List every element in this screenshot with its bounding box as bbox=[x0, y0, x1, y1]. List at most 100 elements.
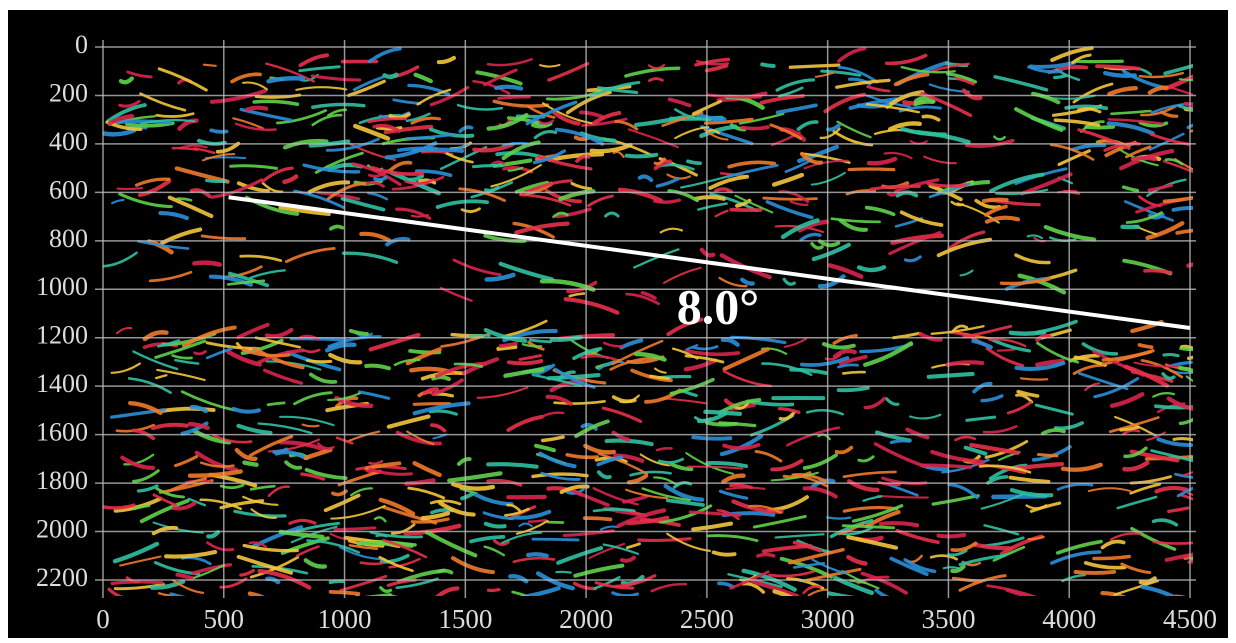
streak bbox=[947, 483, 979, 500]
streak bbox=[570, 181, 593, 191]
streak bbox=[174, 455, 199, 468]
streak bbox=[295, 521, 341, 533]
streak bbox=[423, 387, 440, 396]
streak bbox=[547, 152, 605, 162]
streak bbox=[754, 450, 783, 463]
streak bbox=[819, 127, 841, 140]
streak bbox=[950, 541, 978, 552]
streak bbox=[154, 374, 168, 380]
streak bbox=[1140, 104, 1178, 117]
streak bbox=[492, 99, 550, 108]
streak bbox=[1009, 488, 1054, 498]
streak bbox=[1183, 101, 1193, 107]
streak bbox=[316, 442, 335, 450]
streak bbox=[841, 524, 896, 530]
y-tick-label: 1600 bbox=[36, 418, 88, 447]
streak bbox=[1106, 121, 1155, 136]
streak bbox=[817, 239, 841, 248]
streak bbox=[716, 508, 740, 521]
streak bbox=[115, 119, 172, 125]
streak bbox=[254, 336, 302, 349]
streak bbox=[1108, 416, 1160, 434]
streak bbox=[1092, 554, 1131, 561]
streak bbox=[528, 338, 552, 344]
streak bbox=[388, 160, 413, 172]
streak bbox=[149, 579, 186, 590]
streak bbox=[889, 556, 929, 577]
streak bbox=[453, 362, 484, 368]
streak bbox=[589, 143, 633, 154]
streak bbox=[1072, 82, 1114, 104]
streak bbox=[346, 430, 381, 443]
streak bbox=[511, 590, 530, 596]
streak bbox=[206, 530, 221, 539]
streak bbox=[445, 152, 474, 164]
streak bbox=[384, 141, 438, 160]
streak bbox=[541, 102, 594, 125]
streak bbox=[592, 110, 622, 125]
streak bbox=[1172, 437, 1193, 442]
streak bbox=[301, 423, 320, 428]
streak bbox=[971, 461, 1027, 475]
streak bbox=[1060, 462, 1103, 472]
streak bbox=[864, 510, 901, 529]
streak bbox=[820, 69, 862, 77]
streak bbox=[126, 70, 153, 79]
streak bbox=[476, 386, 529, 399]
streak bbox=[310, 74, 362, 82]
streak bbox=[619, 555, 636, 563]
streak bbox=[599, 525, 619, 531]
streak bbox=[1100, 539, 1126, 550]
streak bbox=[199, 498, 242, 511]
streak bbox=[838, 354, 868, 366]
streak bbox=[1145, 221, 1185, 241]
streak bbox=[532, 373, 583, 387]
streak bbox=[267, 485, 290, 497]
streak bbox=[431, 375, 451, 382]
streak bbox=[936, 532, 967, 539]
streak bbox=[155, 487, 185, 499]
streak bbox=[650, 582, 688, 593]
streak bbox=[1035, 358, 1065, 367]
streak bbox=[435, 586, 460, 596]
streak bbox=[582, 516, 613, 522]
streak bbox=[782, 277, 796, 286]
streak bbox=[986, 584, 1037, 596]
streak bbox=[305, 359, 333, 364]
streak bbox=[118, 76, 134, 85]
streak bbox=[618, 394, 640, 404]
streak bbox=[155, 112, 195, 118]
streak bbox=[596, 86, 639, 95]
x-tick-label: 3000 bbox=[801, 604, 855, 634]
streak bbox=[665, 498, 705, 507]
streak bbox=[1084, 382, 1101, 392]
streak bbox=[1053, 118, 1101, 127]
streak bbox=[552, 111, 581, 126]
streak bbox=[284, 460, 303, 470]
streak bbox=[691, 345, 719, 351]
streak bbox=[1156, 437, 1193, 447]
streak bbox=[805, 408, 845, 416]
streak bbox=[899, 210, 944, 227]
streak bbox=[378, 555, 414, 573]
streak bbox=[324, 342, 357, 353]
streak bbox=[486, 462, 539, 469]
streak bbox=[367, 117, 407, 124]
streak bbox=[504, 507, 530, 517]
streak bbox=[983, 524, 1020, 536]
streak bbox=[649, 374, 670, 380]
streak bbox=[624, 66, 681, 78]
streak bbox=[1019, 377, 1049, 381]
streak bbox=[885, 53, 928, 66]
streak bbox=[981, 197, 1009, 203]
streak bbox=[659, 227, 684, 234]
streak bbox=[711, 550, 737, 557]
streak bbox=[382, 505, 438, 525]
streak bbox=[430, 423, 447, 433]
streak bbox=[958, 574, 1007, 592]
streak bbox=[1122, 460, 1150, 472]
streak bbox=[572, 346, 603, 361]
streak bbox=[1016, 389, 1040, 398]
streak bbox=[152, 521, 204, 534]
streak bbox=[1162, 353, 1180, 358]
